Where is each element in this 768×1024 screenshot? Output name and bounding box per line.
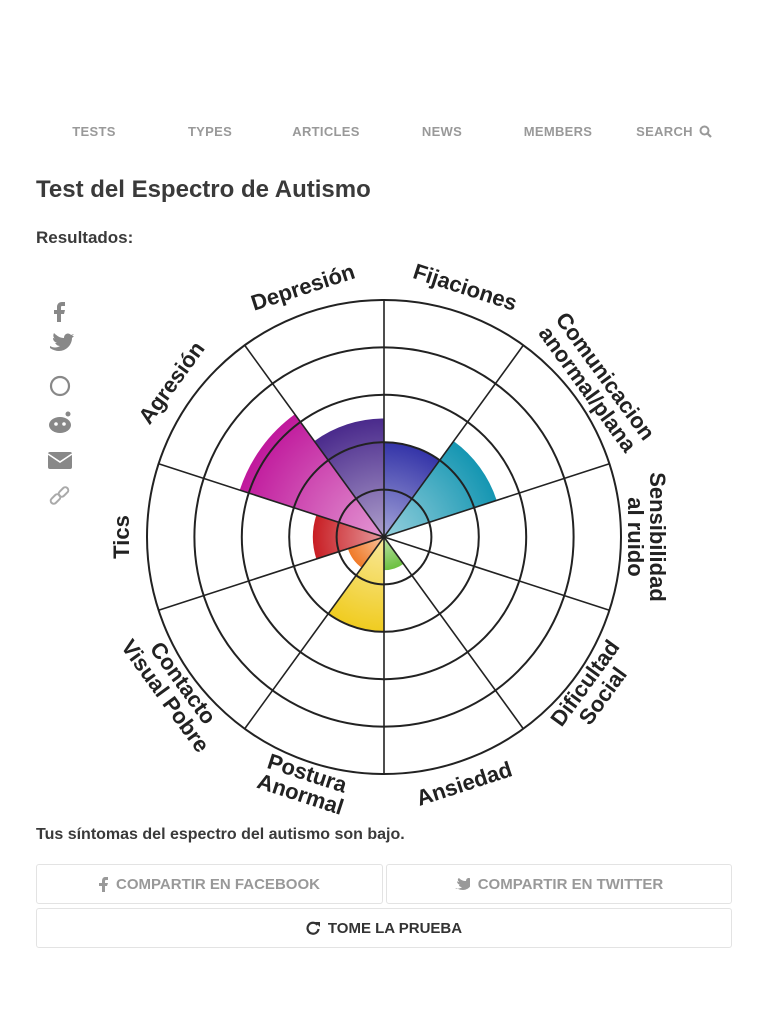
category-label-line: Tics bbox=[109, 515, 134, 559]
facebook-icon bbox=[99, 876, 109, 892]
nav-search[interactable]: SEARCH bbox=[616, 124, 732, 139]
category-label: Depresión bbox=[248, 260, 358, 316]
sector bbox=[312, 515, 384, 559]
result-summary: Tus síntomas del espectro del autismo so… bbox=[36, 826, 405, 843]
category-label: Fijaciones bbox=[410, 260, 520, 316]
category-label: Tics bbox=[109, 515, 134, 559]
twitter-icon[interactable] bbox=[50, 333, 74, 351]
retake-test-button[interactable]: TOME LA PRUEBA bbox=[36, 908, 732, 948]
link-icon[interactable] bbox=[49, 486, 70, 505]
nav-link[interactable]: NEWS bbox=[421, 124, 463, 139]
share-icons bbox=[47, 302, 74, 505]
button-label: COMPARTIR EN FACEBOOK bbox=[116, 875, 320, 893]
page-title: Test del Espectro de Autismo bbox=[36, 176, 371, 203]
spoke bbox=[383, 536, 610, 611]
sector bbox=[384, 442, 440, 537]
spoke bbox=[383, 536, 524, 730]
category-label: Agresión bbox=[133, 337, 209, 429]
sector bbox=[328, 537, 384, 632]
reddit-icon[interactable] bbox=[49, 411, 71, 434]
nav-link[interactable]: MEMBERS bbox=[523, 124, 593, 139]
sector bbox=[314, 418, 384, 537]
results-label: Resultados: bbox=[36, 228, 134, 247]
category-label-line: Fijaciones bbox=[410, 260, 520, 316]
spoke bbox=[158, 463, 385, 538]
nav-link[interactable]: ARTICLES bbox=[292, 124, 360, 139]
category-label-line: Ansiedad bbox=[413, 756, 515, 810]
spoke bbox=[383, 344, 524, 538]
nav-link[interactable]: TESTS bbox=[72, 124, 116, 139]
nav-link[interactable]: TYPES bbox=[187, 124, 233, 139]
category-label: Ansiedad bbox=[413, 756, 515, 810]
button-label: TOME LA PRUEBA bbox=[327, 919, 463, 937]
facebook-share-button[interactable]: COMPARTIR EN FACEBOOK bbox=[36, 864, 383, 904]
spoke bbox=[244, 536, 385, 730]
sector bbox=[384, 537, 404, 571]
twitter-icon bbox=[454, 878, 470, 890]
reload-icon bbox=[306, 921, 320, 935]
sector bbox=[384, 441, 497, 537]
spoke bbox=[383, 463, 610, 538]
category-label-line: Depresión bbox=[248, 260, 358, 316]
spoke bbox=[244, 344, 385, 538]
category-label-line: al ruido bbox=[623, 497, 648, 576]
facebook-icon[interactable] bbox=[54, 302, 65, 322]
spoke bbox=[158, 536, 385, 611]
whatsapp-icon[interactable] bbox=[49, 375, 71, 397]
category-label-line: Agresión bbox=[133, 337, 209, 429]
email-icon[interactable] bbox=[47, 452, 73, 469]
sector bbox=[347, 537, 384, 568]
nav-bar: TESTS TYPES ARTICLES NEWS MEMBERS SEARCH bbox=[36, 124, 732, 139]
nav-link[interactable]: SEARCH bbox=[636, 124, 693, 139]
twitter-share-button[interactable]: COMPARTIR EN TWITTER bbox=[386, 864, 732, 904]
button-label: COMPARTIR EN TWITTER bbox=[477, 875, 664, 893]
category-label-line: Sensibilidad bbox=[645, 472, 670, 602]
search-icon bbox=[699, 125, 712, 138]
